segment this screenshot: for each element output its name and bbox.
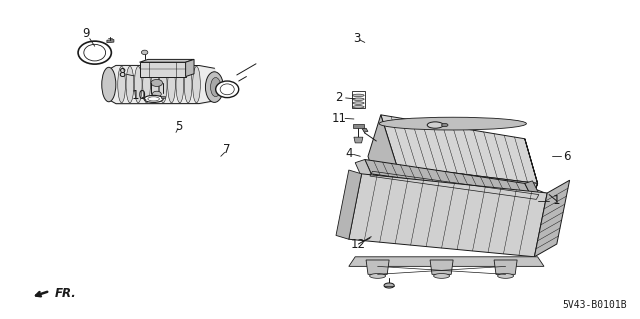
Ellipse shape [498,274,514,278]
Polygon shape [349,257,544,266]
Polygon shape [107,40,114,43]
Ellipse shape [211,78,221,97]
Ellipse shape [168,66,175,103]
Polygon shape [354,137,363,143]
Ellipse shape [102,67,116,102]
Ellipse shape [220,84,234,95]
Text: 3: 3 [353,32,360,45]
Ellipse shape [216,81,239,98]
Ellipse shape [118,66,125,103]
Circle shape [384,283,394,288]
Ellipse shape [84,44,106,61]
Text: 2: 2 [335,91,343,104]
Text: 11: 11 [332,112,347,124]
Text: 10: 10 [132,89,147,102]
Ellipse shape [151,79,163,86]
Ellipse shape [134,66,142,103]
Ellipse shape [78,41,111,64]
Circle shape [442,123,448,127]
Ellipse shape [159,66,167,103]
Ellipse shape [184,66,192,103]
Text: FR.: FR. [54,287,76,300]
Ellipse shape [370,274,385,278]
Ellipse shape [126,66,134,103]
Ellipse shape [379,117,526,130]
Ellipse shape [141,50,148,55]
Ellipse shape [152,91,161,97]
Polygon shape [362,128,368,132]
Ellipse shape [151,66,159,103]
Polygon shape [534,180,570,257]
Ellipse shape [205,72,223,102]
Ellipse shape [193,66,200,103]
Polygon shape [161,96,165,98]
Polygon shape [366,260,389,274]
Text: 6: 6 [563,150,570,163]
Polygon shape [140,62,186,77]
Polygon shape [355,160,371,177]
Polygon shape [494,260,517,274]
Polygon shape [525,139,538,220]
Polygon shape [140,59,194,62]
Text: 8: 8 [118,67,125,80]
Polygon shape [186,59,194,77]
Ellipse shape [144,95,163,102]
Polygon shape [353,124,364,128]
Ellipse shape [148,97,159,101]
Text: 5V43-B0101B: 5V43-B0101B [563,300,627,310]
Ellipse shape [143,66,150,103]
Text: 12: 12 [351,238,366,250]
Ellipse shape [353,98,364,100]
Polygon shape [349,174,547,257]
Polygon shape [336,170,362,239]
Text: 7: 7 [223,144,231,156]
Ellipse shape [176,66,184,103]
Text: 5: 5 [175,120,183,132]
Polygon shape [430,260,453,274]
Polygon shape [525,181,539,196]
Polygon shape [381,115,538,183]
Ellipse shape [353,102,364,104]
Ellipse shape [353,94,364,97]
Text: 4: 4 [345,147,353,160]
Ellipse shape [428,122,444,128]
Ellipse shape [353,106,364,108]
Text: 1: 1 [553,195,561,207]
Text: 9: 9 [83,27,90,40]
Polygon shape [368,115,397,198]
Polygon shape [365,160,531,196]
Polygon shape [381,166,538,220]
Ellipse shape [434,274,449,278]
